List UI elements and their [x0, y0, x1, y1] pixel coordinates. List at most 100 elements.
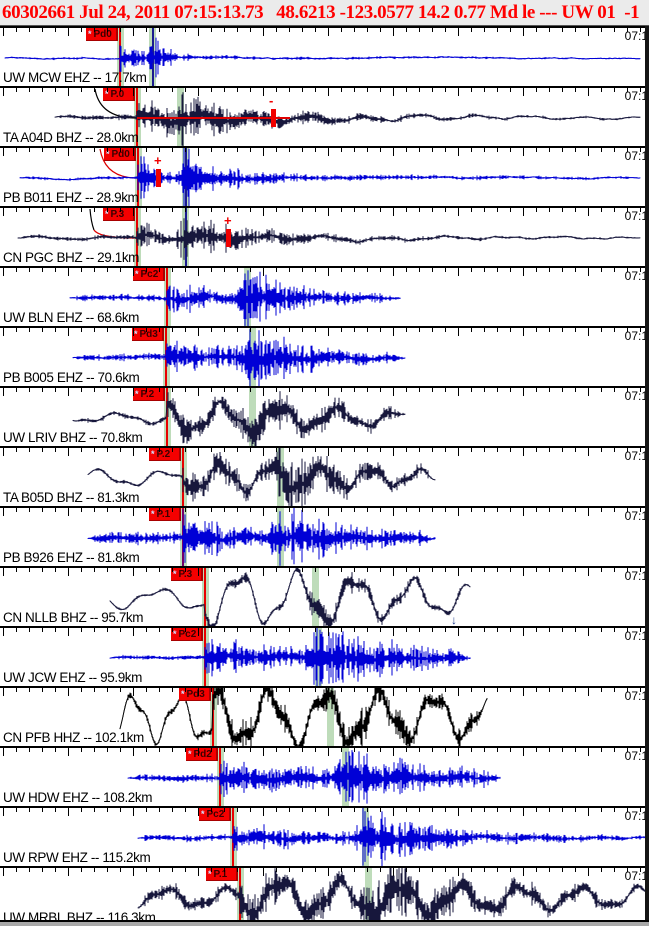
pick-star-icon: *	[201, 809, 205, 819]
waveform[interactable]	[0, 28, 649, 86]
pick-flag-label: P.3	[178, 568, 193, 580]
station-label: PB B011 EHZ -- 28.9km	[3, 190, 139, 205]
p-pick-flag[interactable]: * P.3	[171, 568, 203, 581]
station-label: UW MCW EHZ -- 17.7km	[3, 70, 147, 85]
trace-row[interactable]: * Pc2 UW JCW EHZ -- 95.9km 07:1	[0, 626, 649, 686]
waveform[interactable]	[0, 628, 649, 686]
trace-row[interactable]: * Pd3 PB B005 EHZ -- 70.6km 07:1	[0, 326, 649, 386]
station-label: PB B926 EHZ -- 81.8km	[3, 550, 140, 565]
pick-star-icon: *	[135, 389, 139, 399]
amplitude-sign: +	[224, 213, 232, 228]
trace-row[interactable]: + * P.3 CN PGC BHZ -- 29.1km 07:1	[0, 206, 649, 266]
trace-row[interactable]: + * Pd0 PB B011 EHZ -- 28.9km 07:1	[0, 146, 649, 206]
trace-row[interactable]: * P.1 PB B926 EHZ -- 81.8km 07:1	[0, 506, 649, 566]
pick-flag-label: P.1	[213, 868, 228, 880]
amplitude-baseline	[137, 117, 290, 119]
station-label: CN PFB HHZ -- 102.1km	[3, 730, 144, 745]
waveform[interactable]	[0, 568, 649, 626]
p-pick-flag[interactable]: * P.1	[206, 868, 238, 881]
pick-star-icon: *	[173, 569, 177, 579]
s-window-band	[249, 388, 256, 446]
amplitude-marker[interactable]	[226, 229, 231, 247]
p-pick-flag[interactable]: * Pd0	[104, 148, 136, 161]
pick-star-icon: *	[151, 449, 155, 459]
waveform[interactable]	[0, 268, 649, 326]
pick-flag-label: P.0	[110, 88, 125, 100]
pick-star-icon: *	[173, 629, 177, 639]
p-pick-line[interactable]	[204, 568, 206, 626]
station-label: UW LRIV BHZ -- 70.8km	[3, 430, 143, 445]
pick-flag-label: Pd0	[111, 148, 130, 160]
trace-row[interactable]: * P.2 TA B05D BHZ -- 81.3km 07:1	[0, 446, 649, 506]
pick-flag-label: P.2	[140, 388, 155, 400]
pick-star-icon: *	[105, 209, 109, 219]
p-pick-flag[interactable]: * P.2	[149, 448, 181, 461]
pick-star-icon: *	[188, 749, 192, 759]
pick-star-icon: *	[151, 509, 155, 519]
event-summary-header: 60302661 Jul 24, 2011 07:15:13.73 48.621…	[0, 0, 649, 26]
waveform[interactable]	[0, 748, 649, 806]
right-window-edge	[645, 26, 649, 926]
p-pick-flag[interactable]: * P.0	[103, 88, 135, 101]
trace-row[interactable]: * P.2 UW LRIV BHZ -- 70.8km 07:1	[0, 386, 649, 446]
s-window-band	[312, 568, 319, 626]
pick-flag-label: Pc2	[206, 808, 225, 820]
p-pick-line[interactable]	[212, 688, 214, 746]
waveform[interactable]	[0, 448, 649, 506]
s-window-band	[327, 688, 334, 746]
p-pick-flag[interactable]: * Pc2	[199, 808, 231, 821]
p-pick-line[interactable]	[166, 388, 168, 446]
waveform[interactable]	[0, 88, 649, 146]
waveform[interactable]	[0, 388, 649, 446]
station-label: CN PGC BHZ -- 29.1km	[3, 250, 140, 265]
trace-row[interactable]: * Pd2 UW HDW EHZ -- 108.2km 07:1	[0, 746, 649, 806]
coda-arrow-icon: ↓	[451, 613, 457, 627]
trace-row[interactable]: - * P.0 TA A04D BHZ -- 28.0km 07:1	[0, 86, 649, 146]
p-pick-flag[interactable]: * Pd0	[86, 28, 118, 41]
waveform[interactable]	[0, 868, 649, 926]
station-label: UW RPW EHZ -- 115.2km	[3, 850, 151, 865]
station-label: CN NLLB BHZ -- 95.7km	[3, 610, 144, 625]
p-pick-flag[interactable]: * P.2	[133, 388, 165, 401]
amplitude-sign: -	[269, 93, 274, 108]
waveform[interactable]	[0, 508, 649, 566]
p-pick-flag[interactable]: * Pd2	[186, 748, 218, 761]
p-pick-flag[interactable]: * Pd3	[179, 688, 211, 701]
trace-row[interactable]: * Pd0 UW MCW EHZ -- 17.7km 07:1	[0, 26, 649, 86]
p-pick-flag[interactable]: * Pc2	[171, 628, 203, 641]
p-pick-flag[interactable]: * Pd3	[132, 328, 164, 341]
pick-flag-label: Pd2	[193, 748, 212, 760]
trace-row[interactable]: ↓ * P.3 CN NLLB BHZ -- 95.7km 07:1	[0, 566, 649, 626]
amplitude-marker[interactable]	[271, 109, 276, 127]
pick-star-icon: *	[134, 329, 138, 339]
p-pick-flag[interactable]: * Pc2	[133, 268, 165, 281]
station-label: UW JCW EHZ -- 95.9km	[3, 670, 142, 685]
station-label: TA B05D BHZ -- 81.3km	[3, 490, 140, 505]
station-label: UW BLN EHZ -- 68.6km	[3, 310, 140, 325]
pick-flag-label: P.2	[156, 448, 171, 460]
pick-flag-label: Pd0	[93, 28, 112, 40]
pick-flag-label: Pd3	[139, 328, 158, 340]
p-pick-flag[interactable]: * P.1	[149, 508, 181, 521]
pick-flag-label: P.1	[156, 508, 171, 520]
pick-flag-label: P.3	[110, 208, 125, 220]
trace-row[interactable]: * P.1 UW MRBL BHZ -- 116.3km 07:1	[0, 866, 649, 926]
pick-star-icon: *	[208, 869, 212, 879]
pick-star-icon: *	[88, 29, 92, 39]
waveform[interactable]	[0, 808, 649, 866]
p-pick-flag[interactable]: * P.3	[103, 208, 135, 221]
pick-star-icon: *	[181, 689, 185, 699]
trace-row[interactable]: * Pc2 UW RPW EHZ -- 115.2km 07:1	[0, 806, 649, 866]
pick-star-icon: *	[135, 269, 139, 279]
pick-flag-label: Pd3	[186, 688, 205, 700]
amplitude-marker[interactable]	[156, 169, 161, 187]
pick-star-icon: *	[105, 89, 109, 99]
station-label: TA A04D BHZ -- 28.0km	[3, 130, 139, 145]
waveform[interactable]	[0, 328, 649, 386]
pick-flag-label: Pc2	[178, 628, 197, 640]
trace-row[interactable]: * Pc2 UW BLN EHZ -- 68.6km 07:1	[0, 266, 649, 326]
waveform[interactable]	[0, 208, 649, 266]
trace-row[interactable]: * Pd3 CN PFB HHZ -- 102.1km 07:1	[0, 686, 649, 746]
bottom-window-edge	[0, 920, 649, 926]
